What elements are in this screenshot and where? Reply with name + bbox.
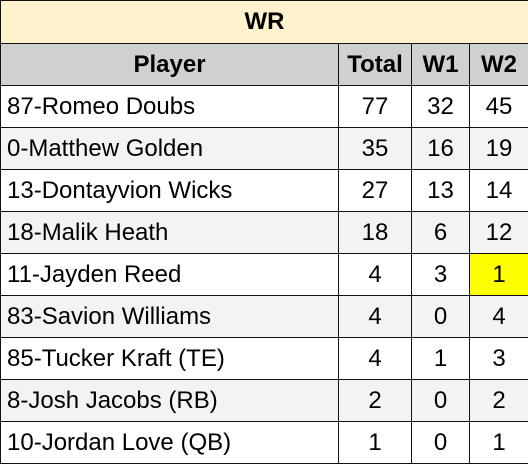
player-cell: 8-Josh Jacobs (RB) [0,379,339,422]
w1-cell: 0 [411,421,470,464]
total-cell: 1 [338,421,412,464]
player-cell: 11-Jayden Reed [0,253,339,296]
w1-cell: 13 [411,169,470,212]
w2-cell-highlighted: 1 [468,253,528,296]
w1-cell: 3 [411,253,470,296]
total-cell: 18 [338,211,412,254]
table-row: 10-Jordan Love (QB) 1 0 1 [0,421,528,464]
total-cell: 4 [338,337,412,380]
w2-cell: 14 [468,169,528,212]
w1-cell: 6 [411,211,470,254]
w2-cell: 45 [468,85,528,128]
w1-cell: 32 [411,85,470,128]
header-w1: W1 [411,43,470,86]
table-row: 18-Malik Heath 18 6 12 [0,211,528,254]
header-player: Player [0,43,339,86]
w1-cell: 0 [411,379,470,422]
total-cell: 4 [338,253,412,296]
w1-cell: 16 [411,127,470,170]
player-cell: 87-Romeo Doubs [0,85,339,128]
total-cell: 2 [338,379,412,422]
player-cell: 0-Matthew Golden [0,127,339,170]
player-cell: 83-Savion Williams [0,295,339,338]
total-cell: 27 [338,169,412,212]
w2-cell: 3 [468,337,528,380]
header-row: Player Total W1 W2 [0,43,528,86]
w2-cell: 19 [468,127,528,170]
table-row: 87-Romeo Doubs 77 32 45 [0,85,528,128]
table-row: 8-Josh Jacobs (RB) 2 0 2 [0,379,528,422]
table-row: 11-Jayden Reed 4 3 1 [0,253,528,296]
total-cell: 77 [338,85,412,128]
w2-cell: 12 [468,211,528,254]
title-row: WR [0,0,528,44]
table-row: 13-Dontayvion Wicks 27 13 14 [0,169,528,212]
w2-cell: 1 [468,421,528,464]
w2-cell: 4 [468,295,528,338]
total-cell: 4 [338,295,412,338]
table-row: 83-Savion Williams 4 0 4 [0,295,528,338]
player-cell: 13-Dontayvion Wicks [0,169,339,212]
player-cell: 10-Jordan Love (QB) [0,421,339,464]
table-row: 85-Tucker Kraft (TE) 4 1 3 [0,337,528,380]
player-cell: 85-Tucker Kraft (TE) [0,337,339,380]
w1-cell: 0 [411,295,470,338]
header-w2: W2 [468,43,528,86]
total-cell: 35 [338,127,412,170]
header-total: Total [338,43,412,86]
player-cell: 18-Malik Heath [0,211,339,254]
table-row: 0-Matthew Golden 35 16 19 [0,127,528,170]
w1-cell: 1 [411,337,470,380]
w2-cell: 2 [468,379,528,422]
table-title: WR [0,0,528,44]
